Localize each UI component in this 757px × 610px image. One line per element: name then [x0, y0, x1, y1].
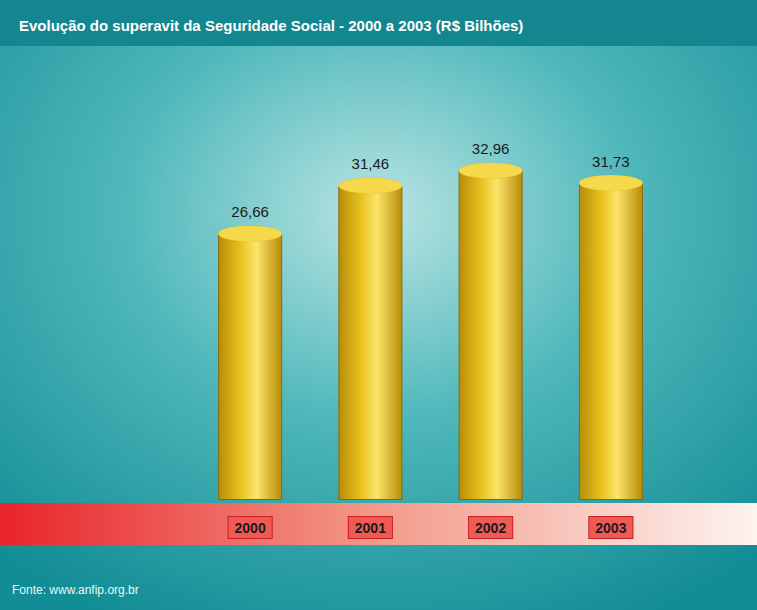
svg-text:2000: 2000 [235, 520, 266, 536]
svg-text:2003: 2003 [595, 520, 626, 536]
svg-text:26,66: 26,66 [231, 203, 269, 220]
svg-text:31,46: 31,46 [352, 155, 390, 172]
svg-text:2001: 2001 [355, 520, 386, 536]
svg-text:Evolução do superavit da Segur: Evolução do superavit da Seguridade Soci… [19, 17, 523, 34]
svg-text:Fonte: www.anfip.org.br: Fonte: www.anfip.org.br [12, 583, 139, 597]
svg-text:32,96: 32,96 [472, 140, 510, 157]
svg-text:31,73: 31,73 [592, 153, 630, 170]
svg-text:2002: 2002 [475, 520, 506, 536]
